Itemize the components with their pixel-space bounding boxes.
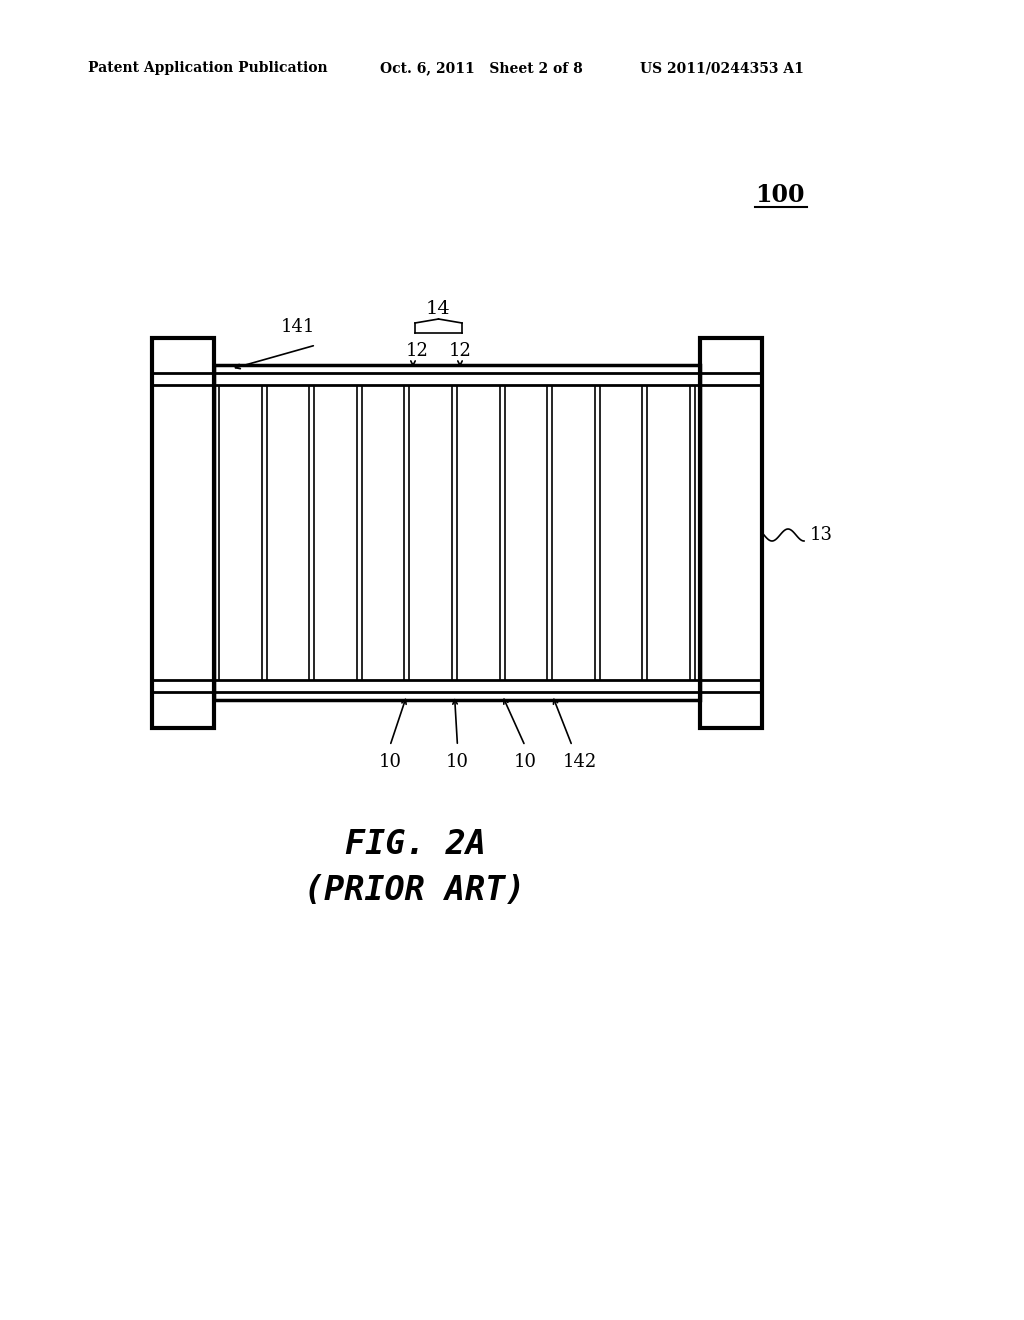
Text: (PRIOR ART): (PRIOR ART) [304,874,525,907]
Text: 13: 13 [810,525,833,544]
Text: 10: 10 [446,752,469,771]
Text: FIG. 2A: FIG. 2A [344,829,485,862]
Text: Patent Application Publication: Patent Application Publication [88,61,328,75]
Text: 12: 12 [449,342,471,360]
Text: 10: 10 [514,752,537,771]
Text: 12: 12 [406,342,428,360]
Text: 100: 100 [755,183,805,207]
Bar [700,338,762,729]
Text: 142: 142 [563,752,597,771]
Text: 14: 14 [426,300,451,318]
Text: US 2011/0244353 A1: US 2011/0244353 A1 [640,61,804,75]
Bar [152,338,214,729]
Text: 10: 10 [379,752,401,771]
Bar [214,366,700,700]
Text: Oct. 6, 2011   Sheet 2 of 8: Oct. 6, 2011 Sheet 2 of 8 [380,61,583,75]
Text: 141: 141 [281,318,315,337]
